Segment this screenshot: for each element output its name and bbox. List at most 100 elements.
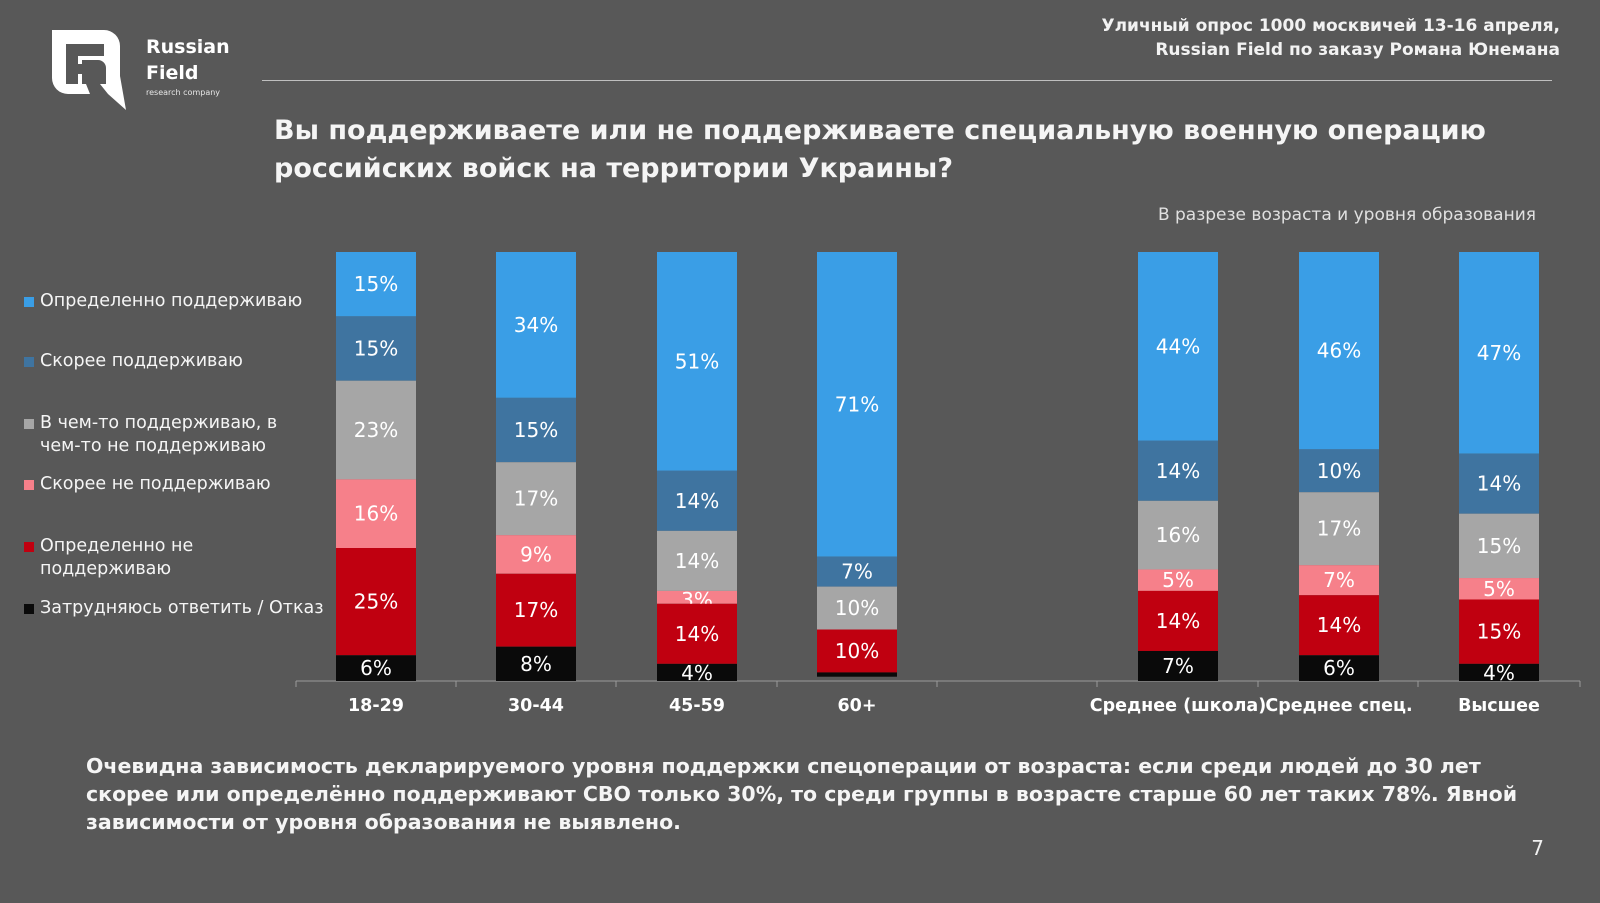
- legend-swatch: [24, 480, 34, 490]
- bar-segment: [336, 655, 416, 681]
- bar-segment: [817, 629, 897, 673]
- data-label: 14%: [1156, 459, 1200, 483]
- bar-segment: [657, 470, 737, 531]
- data-label: 8%: [520, 652, 552, 676]
- data-label: 10%: [835, 639, 879, 663]
- data-label: 71%: [835, 392, 879, 416]
- bar-segment: [336, 316, 416, 381]
- data-label: 7%: [1162, 654, 1194, 678]
- logo-name-line1: Russian: [146, 36, 230, 58]
- data-label: 15%: [1477, 534, 1521, 558]
- bar-segment: [657, 530, 737, 591]
- data-label: 10%: [1317, 459, 1361, 483]
- bar-segment: [1138, 440, 1218, 501]
- bar-segment: [817, 252, 897, 557]
- legend-label: Затрудняюсь ответить / Отказ: [40, 598, 324, 618]
- bar-segment: [1459, 578, 1539, 600]
- chart-subtitle: В разрезе возраста и уровня образования: [1157, 205, 1536, 225]
- category-label: 18-29: [348, 696, 404, 716]
- data-label: 14%: [675, 622, 719, 646]
- bar-segment: [1138, 569, 1218, 591]
- legend-swatch: [24, 542, 34, 552]
- bar-segment: [496, 462, 576, 536]
- data-label: 14%: [1477, 472, 1521, 496]
- category-label: Среднее (школа): [1090, 696, 1266, 716]
- category-label: Высшее: [1458, 696, 1540, 716]
- footnote: Очевидна зависимость декларируемого уров…: [86, 754, 1518, 834]
- bar-segment: [336, 252, 416, 317]
- bar-segment: [1299, 252, 1379, 450]
- legend-item: Определенно не поддерживаю: [24, 535, 220, 581]
- data-label: 5%: [1483, 577, 1515, 601]
- bar-segment: [1138, 500, 1218, 570]
- data-label: 14%: [675, 549, 719, 573]
- bar-segment: [496, 573, 576, 647]
- data-label: 7%: [1323, 568, 1355, 592]
- bar-segment: [817, 672, 897, 677]
- bar-segment: [817, 556, 897, 587]
- russian-field-logo: [52, 30, 126, 110]
- bar-segment: [817, 586, 897, 630]
- category-label: 30-44: [508, 696, 564, 716]
- bar-segment: [1459, 252, 1539, 454]
- data-label: 47%: [1477, 341, 1521, 365]
- survey-source: Уличный опрос 1000 москвичей 13-16 апрел…: [1101, 14, 1560, 62]
- bar-segment: [496, 252, 576, 398]
- legend-label: Скорее поддерживаю: [40, 351, 243, 371]
- bar-segment: [336, 548, 416, 656]
- data-label: 6%: [360, 656, 392, 680]
- bar-segment: [1138, 252, 1218, 441]
- bar-segment: [1299, 595, 1379, 656]
- data-label: 16%: [354, 502, 398, 526]
- bar-segment: [1459, 513, 1539, 579]
- bar-segment: [336, 380, 416, 480]
- bar-segment: [657, 252, 737, 471]
- category-label: Среднее спец.: [1265, 696, 1412, 716]
- data-label: 23%: [354, 418, 398, 442]
- bar-segment: [496, 646, 576, 681]
- bar-segment: [1459, 663, 1539, 681]
- bar-segment: [657, 603, 737, 664]
- legend-swatch: [24, 297, 34, 307]
- legend-item: Затрудняюсь ответить / Отказ: [24, 597, 330, 620]
- data-label: 34%: [514, 313, 558, 337]
- data-label: 4%: [681, 661, 713, 685]
- data-label: 15%: [514, 418, 558, 442]
- bar-segment: [657, 590, 737, 604]
- legend-item: Скорее не поддерживаю: [24, 473, 330, 496]
- data-label: 46%: [1317, 339, 1361, 363]
- legend-item: Скорее поддерживаю: [24, 350, 330, 373]
- bar-segment: [1138, 590, 1218, 651]
- data-label: 44%: [1156, 334, 1200, 358]
- bar-segment: [1138, 650, 1218, 681]
- data-label: 17%: [514, 598, 558, 622]
- bar-segment: [496, 397, 576, 463]
- page-number: 7: [1531, 836, 1544, 860]
- legend-item: Определенно поддерживаю: [24, 290, 330, 313]
- chart-title: Вы поддерживаете или не поддерживаете сп…: [274, 115, 1486, 184]
- category-label: 60+: [837, 696, 876, 716]
- bar-segment: [1299, 492, 1379, 566]
- data-label: 5%: [1162, 568, 1194, 592]
- logo-tagline: research company: [146, 88, 221, 97]
- bar-segment: [1299, 655, 1379, 681]
- bar-segment: [496, 535, 576, 574]
- header-divider: [262, 80, 1552, 81]
- legend-swatch: [24, 604, 34, 614]
- legend-swatch: [24, 419, 34, 429]
- data-label: 14%: [1317, 613, 1361, 637]
- data-label: 10%: [835, 596, 879, 620]
- legend-label: Скорее не поддерживаю: [40, 474, 271, 494]
- source-line-2: Russian Field по заказу Романа Юнемана: [1155, 40, 1560, 60]
- bar-segment: [657, 663, 737, 681]
- legend-label: Определенно поддерживаю: [40, 291, 303, 311]
- data-label: 25%: [354, 590, 398, 614]
- source-line-1: Уличный опрос 1000 москвичей 13-16 апрел…: [1101, 16, 1560, 36]
- data-label: 9%: [520, 542, 552, 566]
- bar-segment: [336, 479, 416, 549]
- data-label: 17%: [1317, 517, 1361, 541]
- data-label: 6%: [1323, 656, 1355, 680]
- bar-segment: [1299, 565, 1379, 596]
- bar-segment: [1299, 449, 1379, 493]
